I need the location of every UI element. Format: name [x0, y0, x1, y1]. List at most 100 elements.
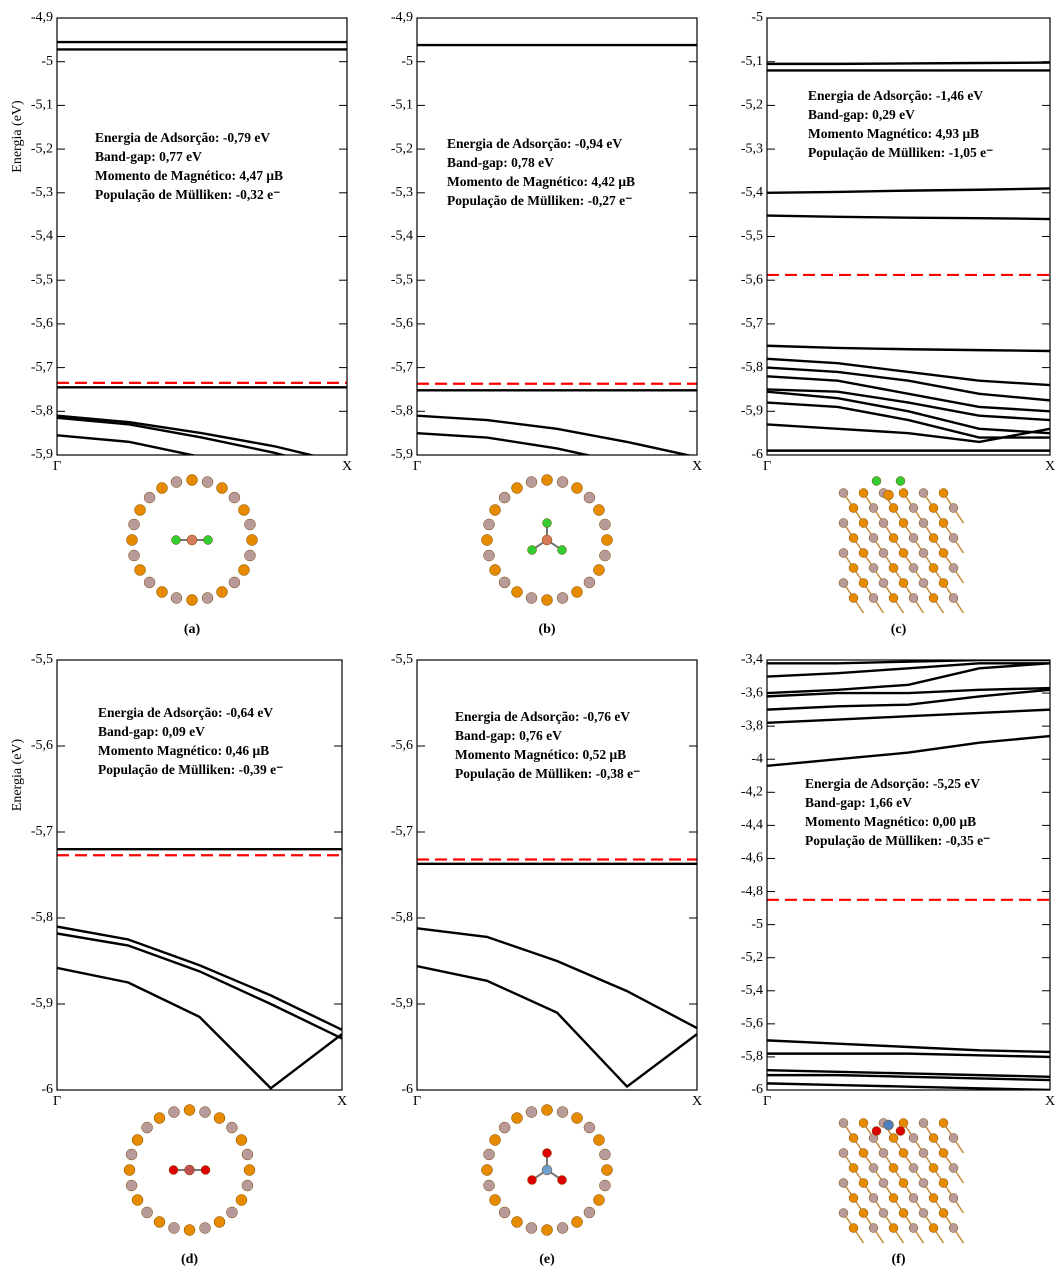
atom [939, 1179, 948, 1188]
atom [939, 1119, 948, 1128]
x-tick-label: X [337, 1094, 347, 1109]
atom [929, 594, 938, 603]
atom [557, 1222, 568, 1233]
atom [226, 1207, 237, 1218]
atom [236, 1195, 247, 1206]
atom [849, 1134, 858, 1143]
atom [849, 594, 858, 603]
atom [602, 1165, 613, 1176]
atom [157, 483, 168, 494]
annotation: População de Mülliken: -1,05 e⁻ [808, 145, 993, 160]
atom [896, 477, 905, 486]
panel: -5,5-5,6-5,7-5,8-5,9-6ΓXEnergia (eV)Ener… [10, 652, 347, 1267]
atom [869, 1164, 878, 1173]
atom [187, 475, 198, 486]
atom [929, 1134, 938, 1143]
band [767, 346, 1050, 351]
atom [869, 504, 878, 513]
atom [884, 1120, 894, 1130]
atom [202, 592, 213, 603]
atom [909, 564, 918, 573]
atom [236, 1135, 247, 1146]
y-tick-label: -5,5 [31, 272, 53, 287]
atom [939, 1149, 948, 1158]
atom [909, 1164, 918, 1173]
atom [939, 489, 948, 498]
annotation: População de Mülliken: -0,32 e⁻ [95, 187, 280, 202]
annotation: Band-gap: 0,76 eV [455, 728, 562, 743]
atom [929, 1224, 938, 1233]
atom [168, 1222, 179, 1233]
atom [919, 519, 928, 528]
annotation: Energia de Adsorção: -0,76 eV [455, 709, 630, 724]
y-tick-label: -5,9 [741, 404, 763, 419]
atom [244, 550, 255, 561]
y-tick-label: -5,4 [741, 983, 763, 998]
atom [135, 565, 146, 576]
y-tick-label: -5,3 [741, 141, 763, 156]
panel: -4,9-5-5,1-5,2-5,3-5,4-5,5-5,6-5,7-5,8-5… [10, 10, 352, 637]
atom [490, 1195, 501, 1206]
band [767, 424, 1050, 441]
atom [187, 595, 198, 606]
band [767, 216, 1050, 219]
atom [512, 483, 523, 494]
atom [869, 1194, 878, 1203]
atom [859, 1209, 868, 1218]
y-tick-label: -5,3 [391, 185, 413, 200]
atom [202, 477, 213, 488]
atom [584, 577, 595, 588]
atom [896, 1127, 905, 1136]
y-tick-label: -4,4 [741, 818, 763, 833]
atom [528, 546, 537, 555]
atom [244, 1165, 255, 1176]
atom [229, 492, 240, 503]
annotation: Band-gap: 1,66 eV [805, 795, 912, 810]
y-tick-label: -5,2 [741, 98, 763, 113]
atom [939, 579, 948, 588]
atom [602, 535, 613, 546]
atom [949, 1164, 958, 1173]
atom [126, 1149, 137, 1160]
atom [484, 1180, 495, 1191]
y-tick-label: -3,6 [741, 685, 763, 700]
panel-label: (d) [181, 1252, 198, 1267]
structure-image [839, 1119, 964, 1244]
y-tick-label: -4 [751, 751, 763, 766]
atom [526, 1107, 537, 1118]
atom [949, 1224, 958, 1233]
y-tick-label: -5 [41, 54, 53, 69]
atom [129, 550, 140, 561]
atom [482, 535, 493, 546]
atom [949, 594, 958, 603]
annotation: População de Mülliken: -0,38 e⁻ [455, 766, 640, 781]
atom [593, 565, 604, 576]
atom [484, 1149, 495, 1160]
annotation: Band-gap: 0,29 eV [808, 107, 915, 122]
y-tick-label: -3,4 [741, 652, 763, 667]
atom [849, 564, 858, 573]
y-tick-label: -5,5 [391, 272, 413, 287]
structure-image [482, 475, 613, 606]
y-tick-label: -5,2 [31, 141, 53, 156]
plot-area [417, 860, 697, 1087]
x-tick-label: Γ [53, 459, 61, 474]
plot-area [57, 42, 347, 499]
y-tick-label: -5,9 [391, 996, 413, 1011]
y-tick-label: -5,7 [391, 360, 413, 375]
atom [217, 586, 228, 597]
atom [899, 489, 908, 498]
atom [919, 1209, 928, 1218]
atom [859, 579, 868, 588]
atom [526, 477, 537, 488]
atom [889, 564, 898, 573]
atom [909, 1134, 918, 1143]
y-tick-label: -5,8 [391, 404, 413, 419]
atom [872, 477, 881, 486]
atom [869, 1224, 878, 1233]
atom [879, 519, 888, 528]
plot-frame [417, 660, 697, 1090]
y-tick-label: -5,6 [391, 738, 413, 753]
atom [929, 564, 938, 573]
y-tick-label: -5,5 [391, 652, 413, 667]
